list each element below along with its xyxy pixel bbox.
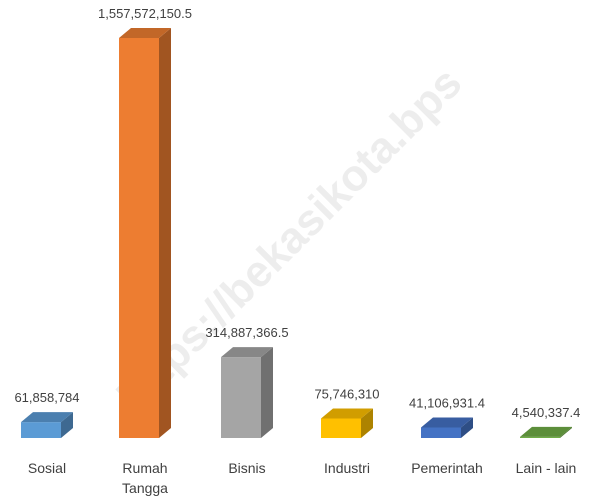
bar-front (421, 427, 461, 438)
data-label: 314,887,366.5 (205, 325, 288, 340)
bar-side (560, 426, 572, 438)
bar-top (221, 347, 273, 358)
bar-front (520, 436, 560, 438)
bar-side (261, 347, 273, 438)
data-label: 41,106,931.4 (409, 395, 485, 410)
bar-side (61, 412, 73, 438)
bar-top (520, 426, 572, 437)
data-label: 1,557,572,150.5 (98, 6, 192, 21)
x-tick-label: Industri (324, 460, 370, 476)
data-label: 4,540,337.4 (512, 405, 581, 420)
bar (119, 28, 171, 438)
bar (421, 417, 473, 438)
bar-side (361, 408, 373, 438)
bar-side (159, 28, 171, 438)
bar-front (119, 38, 159, 438)
bar-side (461, 417, 473, 438)
bar (21, 412, 73, 438)
bar-top (119, 28, 171, 38)
x-tick-label: Pemerintah (411, 460, 483, 476)
bar (221, 347, 273, 438)
bar-front (321, 418, 361, 438)
bar-top (421, 417, 473, 428)
bar-top (321, 408, 373, 419)
data-label: 75,746,310 (314, 387, 379, 402)
bar-top (21, 412, 73, 423)
bar-front (21, 422, 61, 438)
data-label: 61,858,784 (14, 390, 79, 405)
x-tick-label: Bisnis (228, 460, 266, 476)
x-tick-label: Lain - lain (515, 460, 577, 476)
bar (520, 426, 572, 438)
bar (321, 408, 373, 438)
bar-front (221, 357, 261, 438)
x-tick-label: Sosial (27, 460, 67, 476)
x-tick-label: Rumah Tangga (122, 460, 168, 496)
